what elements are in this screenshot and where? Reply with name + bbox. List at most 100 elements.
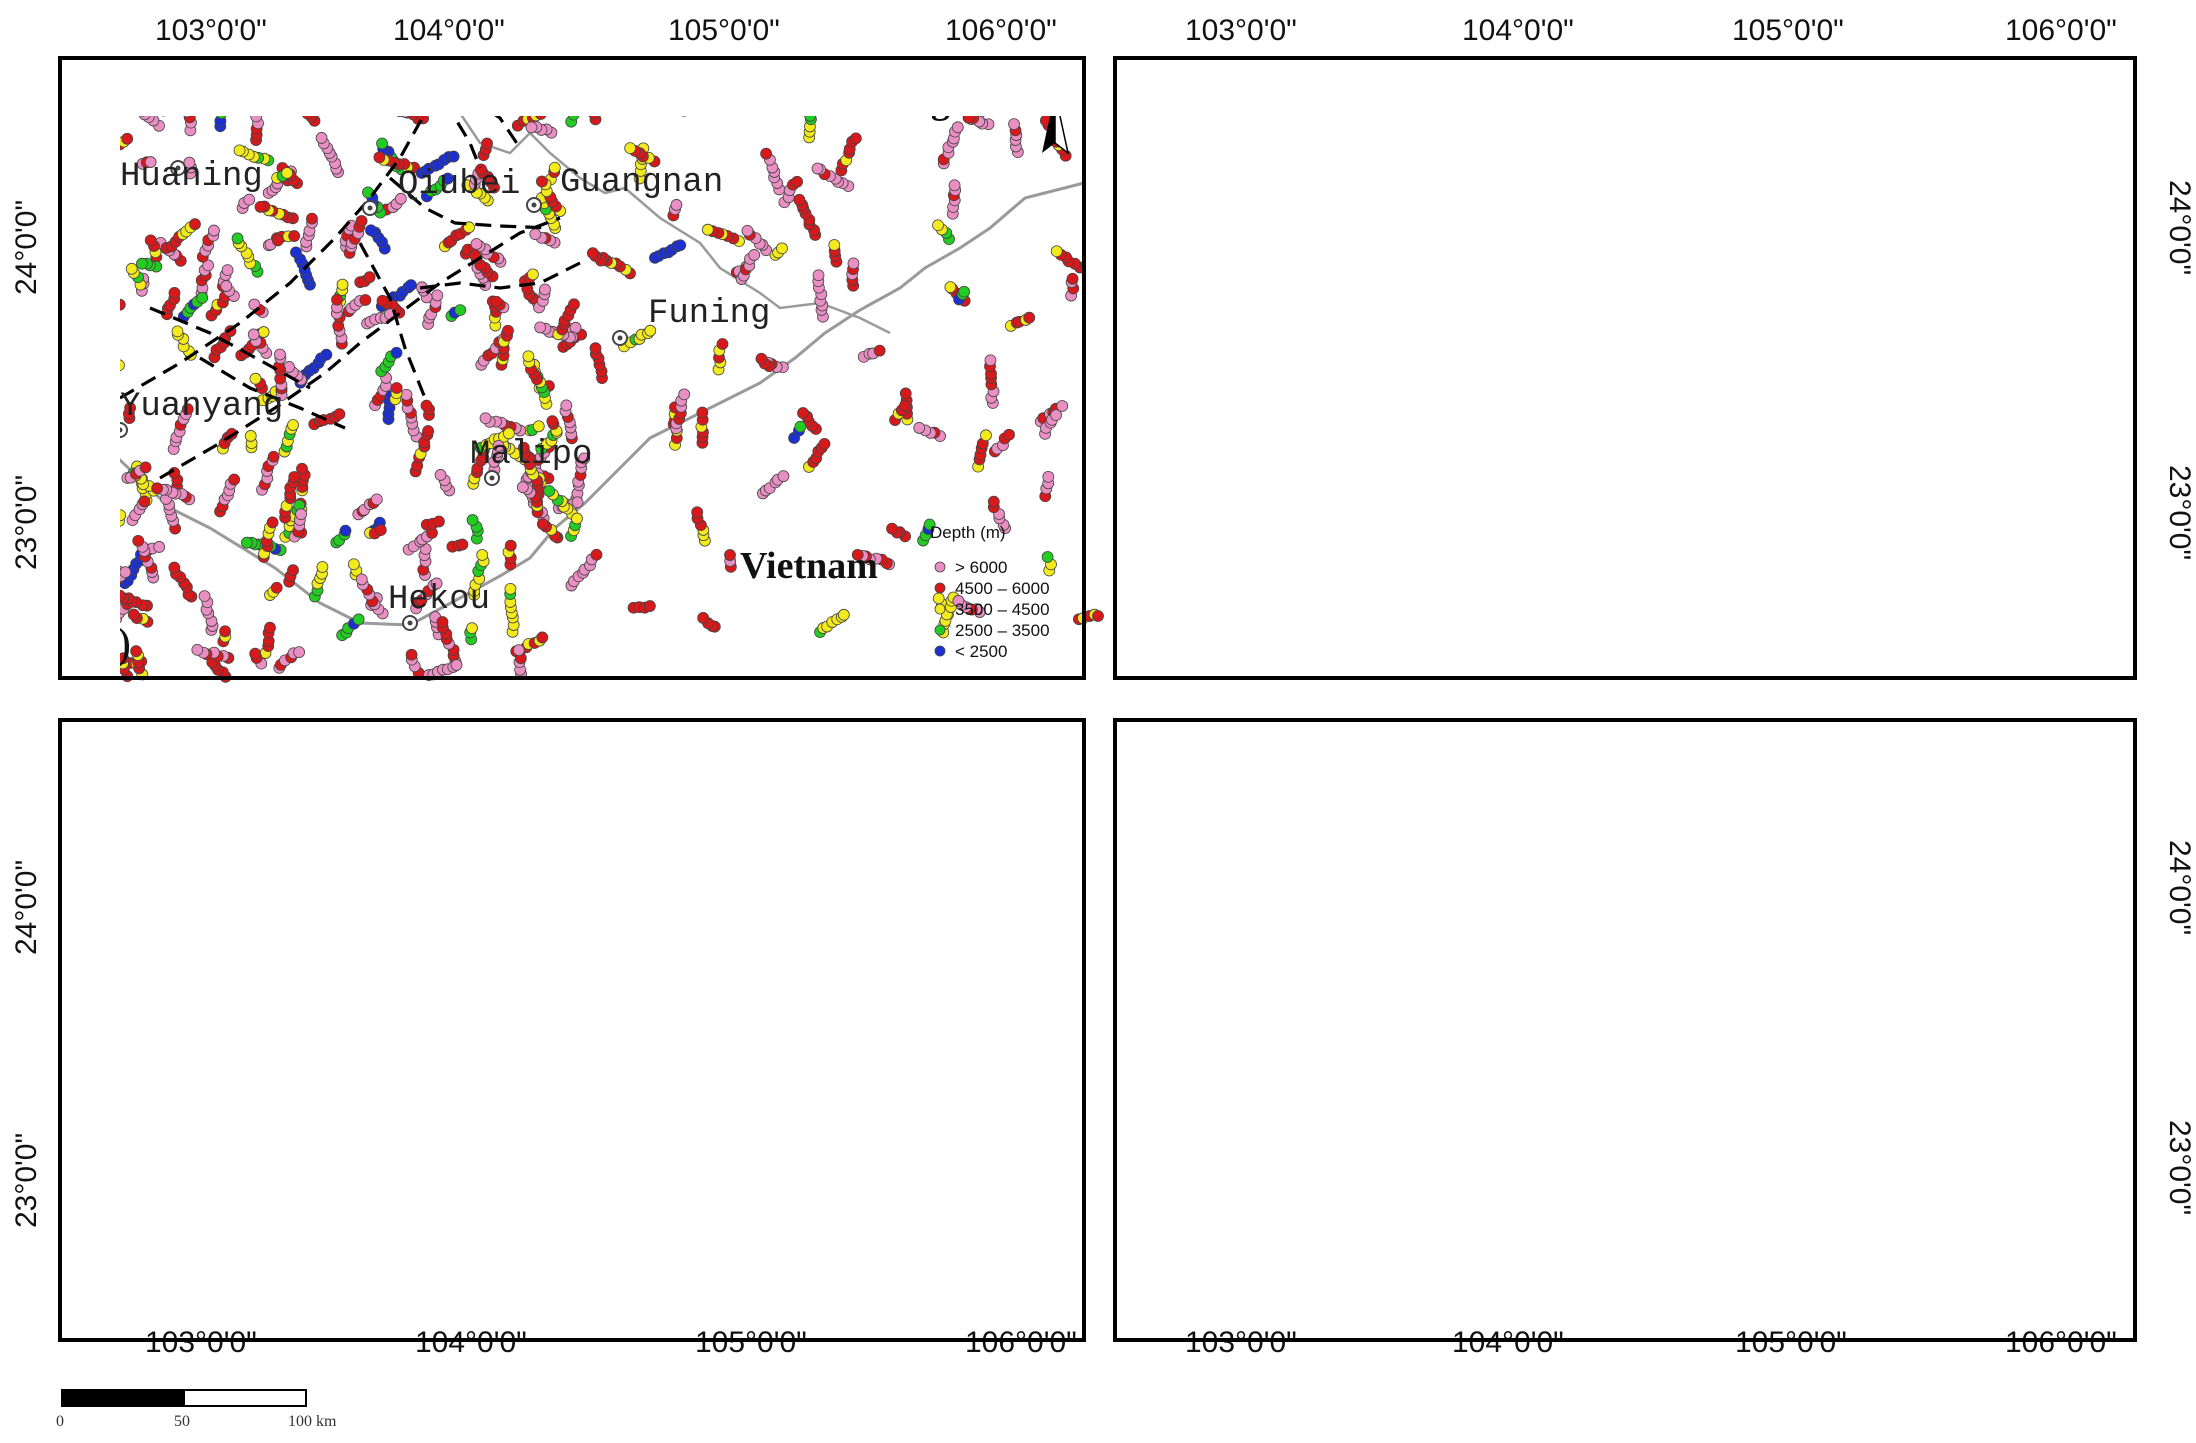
- depth-point: [1051, 410, 1062, 421]
- depth-point: [101, 148, 112, 159]
- depth-point: [481, 1065, 492, 1076]
- city-label: Hekou: [1442, 581, 1544, 619]
- depth-point: [994, 1089, 1005, 1100]
- depth-point: [571, 1011, 582, 1022]
- depth-point: [1018, 1220, 1029, 1231]
- depth-point: [86, 576, 97, 587]
- depth-point: [1873, 412, 1884, 423]
- depth-point: [495, 972, 506, 983]
- depth-point: [1572, 356, 1583, 367]
- depth-point: [120, 567, 131, 578]
- lineament: [987, 1114, 990, 1150]
- depth-point: [568, 299, 579, 310]
- depth-point: [98, 1110, 109, 1121]
- depth-point: [1349, 170, 1360, 181]
- depth-point: [198, 76, 209, 87]
- depth-point: [1451, 86, 1462, 97]
- depth-point: [300, 1198, 311, 1209]
- depth-point: [1043, 1291, 1054, 1302]
- depth-point: [470, 948, 481, 959]
- depth-point: [796, 1095, 807, 1106]
- depth-point: [242, 804, 253, 815]
- depth-point: [167, 905, 178, 916]
- depth-point: [501, 73, 512, 84]
- depth-point: [77, 954, 88, 965]
- depth-point: [386, 1117, 397, 1128]
- lineament: [644, 1226, 658, 1241]
- depth-point: [374, 152, 385, 163]
- depth-point: [101, 1118, 112, 1129]
- depth-point: [98, 152, 109, 163]
- depth-point: [311, 759, 322, 770]
- depth-point: [547, 1325, 558, 1336]
- panel-label: (b): [1135, 617, 1188, 668]
- depth-point: [242, 1108, 253, 1119]
- depth-point: [340, 525, 351, 536]
- depth-point: [1286, 165, 1297, 176]
- depth-point: [285, 1286, 296, 1297]
- depth-point: [221, 887, 232, 898]
- depth-point: [348, 559, 359, 570]
- depth-point: [462, 942, 473, 953]
- depth-point: [409, 86, 420, 97]
- depth-point: [1069, 1132, 1080, 1143]
- fault-line: [460, 58, 540, 113]
- depth-point: [1747, 588, 1758, 599]
- lineament: [124, 828, 125, 871]
- depth-point: [407, 91, 418, 102]
- depth-point: [544, 736, 555, 747]
- depth-point: [698, 745, 709, 756]
- depth-point: [532, 1269, 543, 1280]
- fault-line: [1474, 263, 1633, 288]
- depth-point: [1572, 337, 1583, 348]
- depth-point: [268, 451, 279, 462]
- depth-point: [1939, 342, 1950, 353]
- depth-point: [1375, 372, 1386, 383]
- depth-point: [171, 998, 182, 1009]
- depth-point: [63, 828, 74, 839]
- depth-point: [251, 93, 262, 104]
- depth-point: [1644, 539, 1655, 550]
- depth-point: [1234, 434, 1245, 445]
- lineament: [898, 1119, 904, 1141]
- depth-point: [1778, 58, 1789, 69]
- depth-point: [439, 899, 450, 910]
- lineament: [953, 762, 962, 789]
- depth-point: [415, 822, 426, 833]
- depth-point: [1438, 181, 1449, 192]
- depth-point: [1241, 248, 1252, 259]
- depth-point: [199, 816, 210, 827]
- depth-point: [1409, 425, 1420, 436]
- depth-point: [965, 1256, 976, 1267]
- lineament: [893, 1141, 902, 1173]
- depth-point: [269, 87, 280, 98]
- depth-point: [433, 882, 444, 893]
- depth-point: [656, 1219, 667, 1230]
- depth-point: [274, 941, 285, 952]
- depth-point: [1815, 598, 1826, 609]
- depth-point: [514, 755, 525, 766]
- depth-point: [150, 76, 161, 87]
- lineament: [906, 1188, 911, 1210]
- depth-point: [314, 1237, 325, 1248]
- depth-point: [1754, 72, 1765, 83]
- depth-point: [1484, 325, 1495, 336]
- lineament: [242, 947, 252, 994]
- lineament: [931, 1142, 936, 1190]
- depth-point: [1952, 333, 1963, 344]
- depth-point: [357, 935, 368, 946]
- depth-point: [415, 822, 426, 833]
- depth-point: [1138, 583, 1149, 594]
- depth-point: [201, 59, 212, 70]
- depth-point: [873, 898, 884, 909]
- depth-point: [578, 1105, 589, 1116]
- lineament: [305, 954, 327, 982]
- depth-point: [848, 1101, 859, 1112]
- north-arrow-left: [2093, 93, 2106, 153]
- depth-point: [1018, 741, 1029, 752]
- depth-point: [222, 989, 233, 1000]
- depth-point: [1182, 203, 1193, 214]
- depth-point: [1523, 665, 1534, 676]
- depth-point: [428, 1149, 439, 1160]
- depth-point: [1950, 425, 1961, 436]
